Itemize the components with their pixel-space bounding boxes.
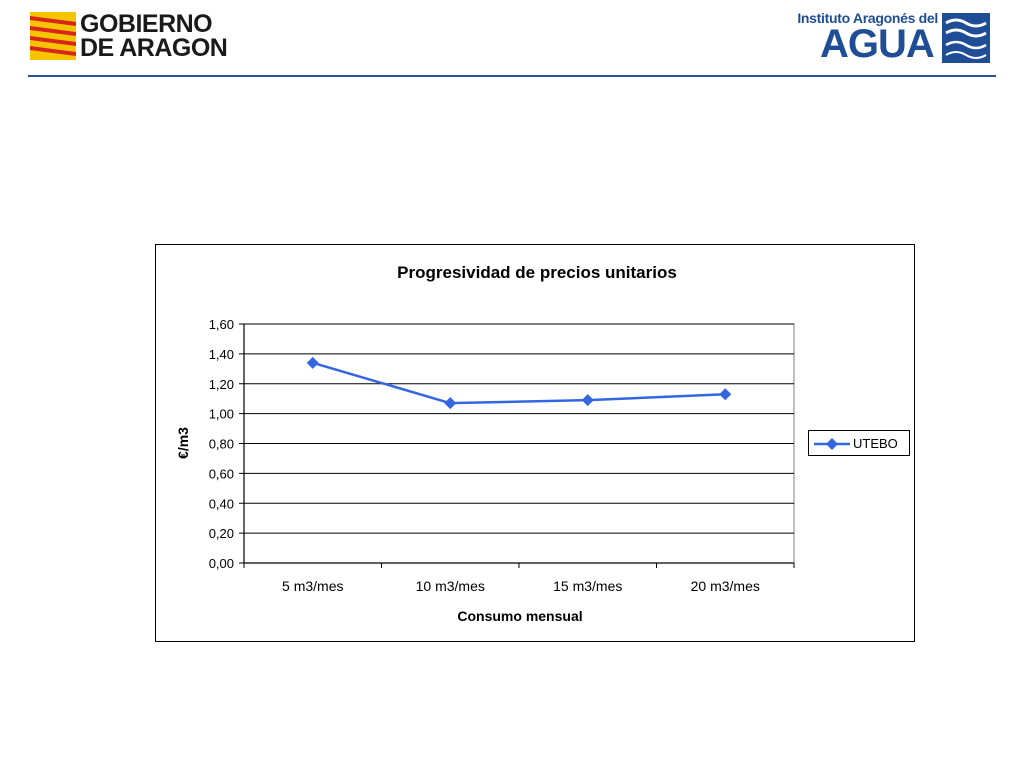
series-line-utebo bbox=[312, 361, 726, 405]
legend-label-utebo: UTEBO bbox=[853, 436, 898, 451]
x-tick-label: 15 m3/mes bbox=[553, 578, 622, 594]
x-tick-label: 5 m3/mes bbox=[282, 578, 343, 594]
y-tick-label: 0,60 bbox=[209, 466, 234, 481]
gobierno-de-aragon-logo: GOBIERNO DE ARAGON bbox=[30, 12, 240, 64]
chart-legend: UTEBO bbox=[808, 430, 910, 456]
y-tick-label: 1,00 bbox=[209, 407, 234, 422]
y-tick-label: 0,20 bbox=[209, 526, 234, 541]
x-tick-label: 10 m3/mes bbox=[416, 578, 485, 594]
data-point-1 bbox=[306, 356, 319, 369]
gobierno-line2: DE ARAGON bbox=[80, 34, 228, 62]
data-point-2 bbox=[444, 397, 457, 410]
line-chart: 0,00 0,20 0,40 0,60 0,80 1,00 1,20 1,40 1,60 5 m… bbox=[175, 263, 795, 624]
chart-container: 0,00 0,20 0,40 0,60 0,80 1,00 1,20 1,40 1,60 5 m… bbox=[155, 244, 915, 642]
page-header: GOBIERNO DE ARAGON Instituto Aragonés de… bbox=[0, 0, 1024, 80]
instituto-aragones-agua-logo: Instituto Aragonés del AGUA bbox=[797, 10, 993, 66]
instituto-main-text: AGUA bbox=[820, 22, 935, 66]
data-point-3 bbox=[581, 394, 594, 407]
water-waves-icon bbox=[942, 13, 990, 63]
header-divider bbox=[28, 75, 996, 77]
x-axis-label: Consumo mensual bbox=[457, 608, 582, 624]
y-tick-label: 1,40 bbox=[209, 347, 234, 362]
y-tick-label: 0,40 bbox=[209, 496, 234, 511]
aragon-flag-icon bbox=[30, 12, 76, 60]
gobierno-line1: GOBIERNO bbox=[80, 10, 213, 38]
y-tick-label: 1,60 bbox=[209, 317, 234, 332]
instituto-top-text: Instituto Aragonés del bbox=[797, 10, 938, 26]
data-point-4 bbox=[719, 388, 732, 401]
legend-swatch-utebo bbox=[814, 438, 850, 450]
y-tick-label: 0,00 bbox=[209, 556, 234, 571]
y-axis-label: €/m3 bbox=[175, 427, 191, 459]
y-tick-label: 1,20 bbox=[209, 377, 234, 392]
y-tick-label: 0,80 bbox=[209, 437, 234, 452]
x-tick-label: 20 m3/mes bbox=[691, 578, 760, 594]
gobierno-logo-text: GOBIERNO DE ARAGON bbox=[80, 10, 280, 62]
chart-title: Progresividad de precios unitarios bbox=[397, 263, 677, 282]
